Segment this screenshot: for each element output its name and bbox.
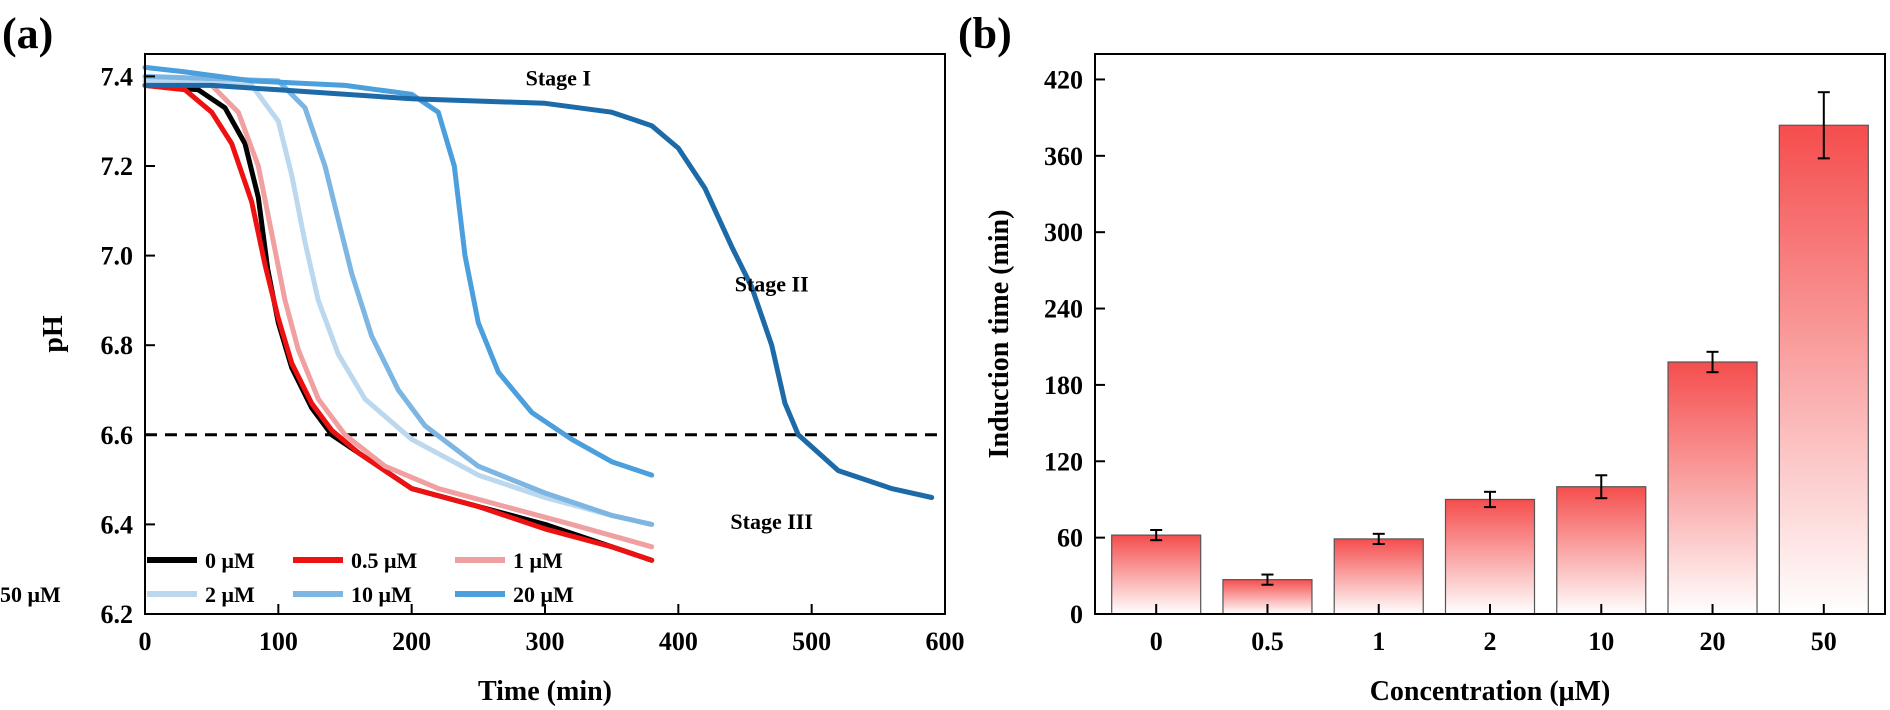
bar-1 (1333, 538, 1424, 615)
y-tick-label-a: 7.0 (101, 242, 134, 271)
bars-group (1111, 91, 1869, 615)
bar-chart-panel: (b) 0 60 120 180 240 300 360 420 0 0.5 1 2 10 20 50 Co… (958, 9, 1886, 707)
legend-label: 0.5 μM (351, 548, 417, 573)
category-label: 50 (1811, 627, 1837, 656)
bar-50 (1778, 124, 1869, 615)
x-tick-label-a: 100 (259, 627, 298, 656)
legend-label: 10 μM (351, 582, 412, 607)
y-tick-label-a: 6.2 (101, 600, 134, 629)
x-tick-label-a: 400 (659, 627, 698, 656)
y-tick-label-b: 120 (1044, 447, 1083, 476)
series-group: Stage I Stage II Stage III (142, 64, 935, 563)
y-tick-label-b: 360 (1044, 142, 1083, 171)
series-line-2 (142, 78, 655, 550)
series-line-6 (142, 82, 935, 500)
y-tick-label-a: 6.6 (101, 421, 134, 450)
legend-label: 0 μM (205, 548, 255, 573)
x-tick-label-a: 500 (792, 627, 831, 656)
x-tick-label-a: 300 (526, 627, 565, 656)
category-label: 0.5 (1251, 627, 1284, 656)
series-line-3 (142, 78, 655, 527)
y-tick-label-a: 7.4 (101, 62, 134, 91)
stage-annotation: Stage I (526, 65, 591, 90)
legend: 0 μM 0.5 μM 1 μM 2 μM 10 μM 20 μM 50 μM (0, 548, 574, 607)
panel-label-b: (b) (958, 9, 1012, 58)
stage-annotation: Stage II (735, 271, 809, 296)
y-tick-label-a: 6.4 (101, 510, 134, 539)
panel-label-a: (a) (2, 9, 53, 58)
category-label: 20 (1700, 627, 1726, 656)
category-label: 1 (1372, 627, 1385, 656)
bar-2 (1444, 498, 1536, 615)
legend-label: 1 μM (513, 548, 563, 573)
y-axis-label-b: Induction time (min) (984, 210, 1015, 459)
bar-20 (1667, 361, 1758, 615)
y-tick-label-b: 300 (1044, 218, 1083, 247)
x-axis-label-a: Time (min) (478, 676, 612, 707)
legend-label: 2 μM (205, 582, 255, 607)
category-label: 0 (1150, 627, 1163, 656)
series-line-1 (142, 82, 655, 563)
bar-0 (1111, 534, 1202, 615)
legend-label: 50 μM (0, 582, 61, 607)
stage-annotation: Stage III (730, 509, 813, 534)
line-chart-panel: (a) Stage I Stage II Stage III 0 100 200 300 4… (0, 9, 965, 707)
y-tick-label-b: 240 (1044, 295, 1083, 324)
legend-label: 20 μM (513, 582, 574, 607)
y-axis-label-a: pH (38, 315, 69, 353)
series-line-0 (142, 82, 655, 563)
x-tick-label-a: 0 (139, 627, 152, 656)
series-line-5 (142, 64, 655, 478)
y-tick-label-a: 6.8 (101, 331, 134, 360)
y-tick-label-b: 180 (1044, 371, 1083, 400)
x-tick-label-a: 600 (926, 627, 965, 656)
x-axis-label-b: Concentration (μM) (1370, 676, 1611, 707)
x-tick-label-a: 200 (392, 627, 431, 656)
category-label: 2 (1484, 627, 1497, 656)
bar-10 (1556, 486, 1647, 615)
series-line-4 (142, 73, 655, 527)
y-tick-label-b: 60 (1057, 524, 1083, 553)
y-tick-label-b: 0 (1070, 600, 1083, 629)
category-label: 10 (1588, 627, 1614, 656)
y-tick-label-a: 7.2 (101, 152, 134, 181)
y-tick-label-b: 420 (1044, 65, 1083, 94)
